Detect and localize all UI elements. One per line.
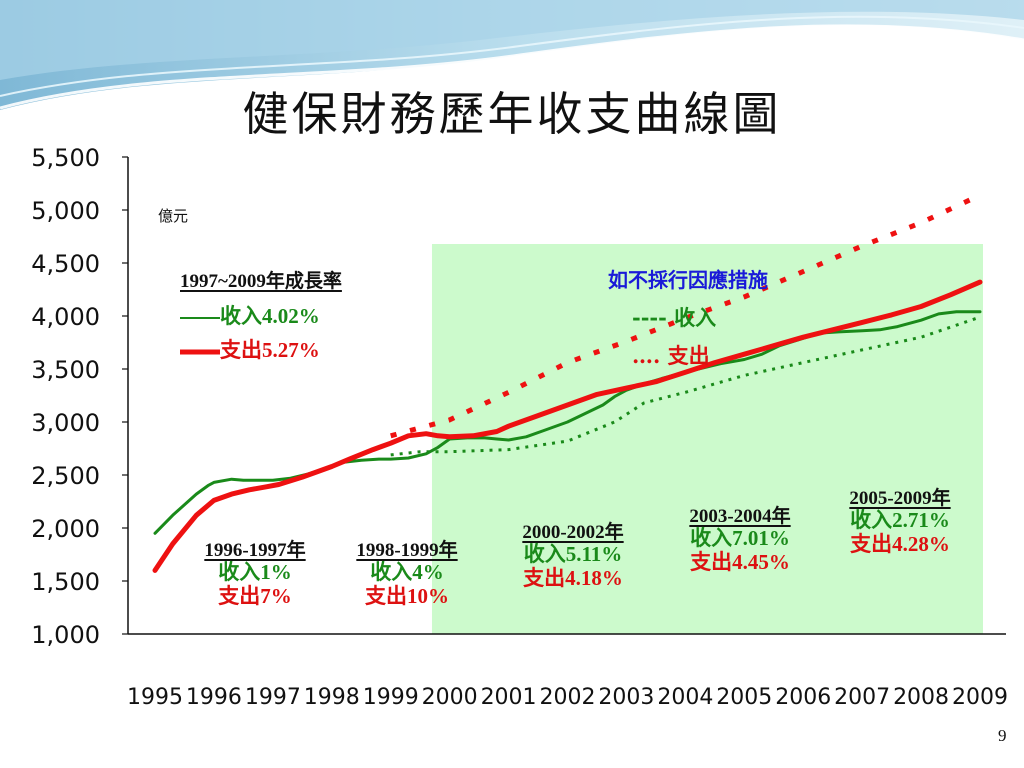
- slide-title: 健保財務歷年收支曲線圖: [242, 87, 782, 141]
- x-tick-label: 2000: [422, 685, 478, 710]
- period-heading: 2005-2009年: [849, 488, 951, 509]
- x-axis-ticks: 1995 1996 1997 1998 1999 2000 2001 2002 2003 2004…: [127, 685, 1008, 710]
- x-tick-label: 1997: [245, 685, 301, 710]
- growth-rate-legend: 1997~2009年成長率 收入4.02% 支出5.27%: [172, 258, 420, 394]
- projection-expense-label: …. 支出: [632, 343, 710, 368]
- x-tick-label: 1995: [127, 685, 183, 710]
- x-tick-label: 2008: [893, 685, 949, 710]
- unit-label: 億元: [158, 207, 189, 225]
- x-tick-label: 2006: [775, 685, 831, 710]
- projection-title: 如不採行因應措施: [608, 268, 768, 292]
- period-expense: 支出7%: [218, 583, 292, 608]
- y-tick-label: 5,500: [31, 144, 100, 172]
- header-wave-decoration: [0, 0, 1024, 110]
- period-2003-2004: 2003-2004年 收入7.01% 支出4.45%: [664, 506, 816, 574]
- period-heading: 1996-1997年: [204, 540, 306, 561]
- x-tick-label: 2003: [598, 685, 654, 710]
- legend-income-swatch: [180, 317, 220, 320]
- x-tick-label: 1999: [363, 685, 419, 710]
- period-income: 收入2.71%: [850, 508, 950, 533]
- period-heading: 2003-2004年: [689, 506, 791, 527]
- period-expense: 支出10%: [365, 583, 449, 608]
- period-income: 收入7.01%: [690, 526, 790, 551]
- period-1996-1997: 1996-1997年 收入1% 支出7%: [180, 540, 330, 608]
- x-tick-label: 2001: [481, 685, 537, 710]
- chart-axes: [127, 157, 1006, 635]
- expense-projected-line: [390, 192, 982, 439]
- y-tick-label: 3,000: [31, 409, 100, 437]
- x-tick-label: 2005: [716, 685, 772, 710]
- x-tick-label: 1996: [186, 685, 242, 710]
- y-tick-label: 2,500: [31, 462, 100, 490]
- legend-expense-label: 支出5.27%: [220, 338, 320, 362]
- income-projected-line: [390, 315, 981, 457]
- period-expense: 支出4.18%: [523, 565, 623, 590]
- x-tick-label: 2009: [952, 685, 1008, 710]
- period-income: 收入5.11%: [523, 542, 623, 567]
- legend-expense-item: 支出5.27%: [180, 334, 320, 364]
- series-lines: [152, 192, 983, 573]
- legend-title: 1997~2009年成長率: [180, 271, 342, 292]
- expense-actual-line: [152, 279, 983, 573]
- y-tick-label: 3,500: [31, 356, 100, 384]
- page-number: 9: [998, 726, 1007, 745]
- x-tick-label: 2007: [834, 685, 890, 710]
- x-tick-label: 2002: [540, 685, 596, 710]
- period-2005-2009: 2005-2009年 收入2.71% 支出4.28%: [826, 488, 974, 556]
- y-tick-label: 1,500: [31, 568, 100, 596]
- y-tick-label: 4,500: [31, 250, 100, 278]
- x-tick-label: 2004: [657, 685, 713, 710]
- projection-income-label: ---- 收入: [632, 305, 717, 330]
- legend-expense-swatch: [180, 349, 220, 355]
- period-1998-1999: 1998-1999年 收入4% 支出10%: [332, 540, 482, 608]
- y-tick-label: 2,000: [31, 515, 100, 543]
- y-tick-label: 1,000: [31, 621, 100, 649]
- legend-income-item: 收入4.02%: [180, 300, 320, 330]
- period-heading: 2000-2002年: [522, 522, 624, 543]
- period-income: 收入1%: [218, 560, 292, 585]
- period-2000-2002: 2000-2002年 收入5.11% 支出4.18%: [497, 522, 649, 590]
- period-expense: 支出4.28%: [850, 531, 950, 556]
- legend-income-label: 收入4.02%: [220, 304, 320, 328]
- period-income: 收入4%: [370, 560, 444, 585]
- y-tick-label: 4,000: [31, 303, 100, 331]
- x-tick-label: 1998: [304, 685, 360, 710]
- period-heading: 1998-1999年: [356, 540, 458, 561]
- y-tick-label: 5,000: [31, 197, 100, 225]
- y-axis-ticks: 1,000 1,500 2,000 2,500 3,000 3,500 4,000 4,500…: [31, 144, 128, 649]
- period-expense: 支出4.45%: [690, 549, 790, 574]
